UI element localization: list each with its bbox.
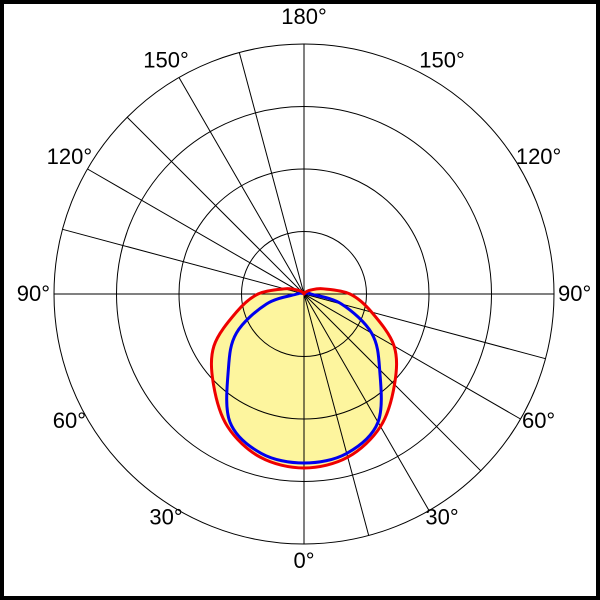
svg-text:30°: 30° [425,505,458,530]
svg-text:90°: 90° [558,281,591,306]
svg-text:60°: 60° [522,408,555,433]
svg-text:30°: 30° [149,505,182,530]
svg-text:150°: 150° [419,47,465,72]
svg-text:180°: 180° [281,4,327,29]
svg-text:120°: 120° [516,144,562,169]
svg-text:90°: 90° [17,281,50,306]
svg-text:0°: 0° [293,548,314,573]
svg-text:150°: 150° [143,47,189,72]
svg-text:60°: 60° [53,408,86,433]
svg-text:120°: 120° [47,144,93,169]
